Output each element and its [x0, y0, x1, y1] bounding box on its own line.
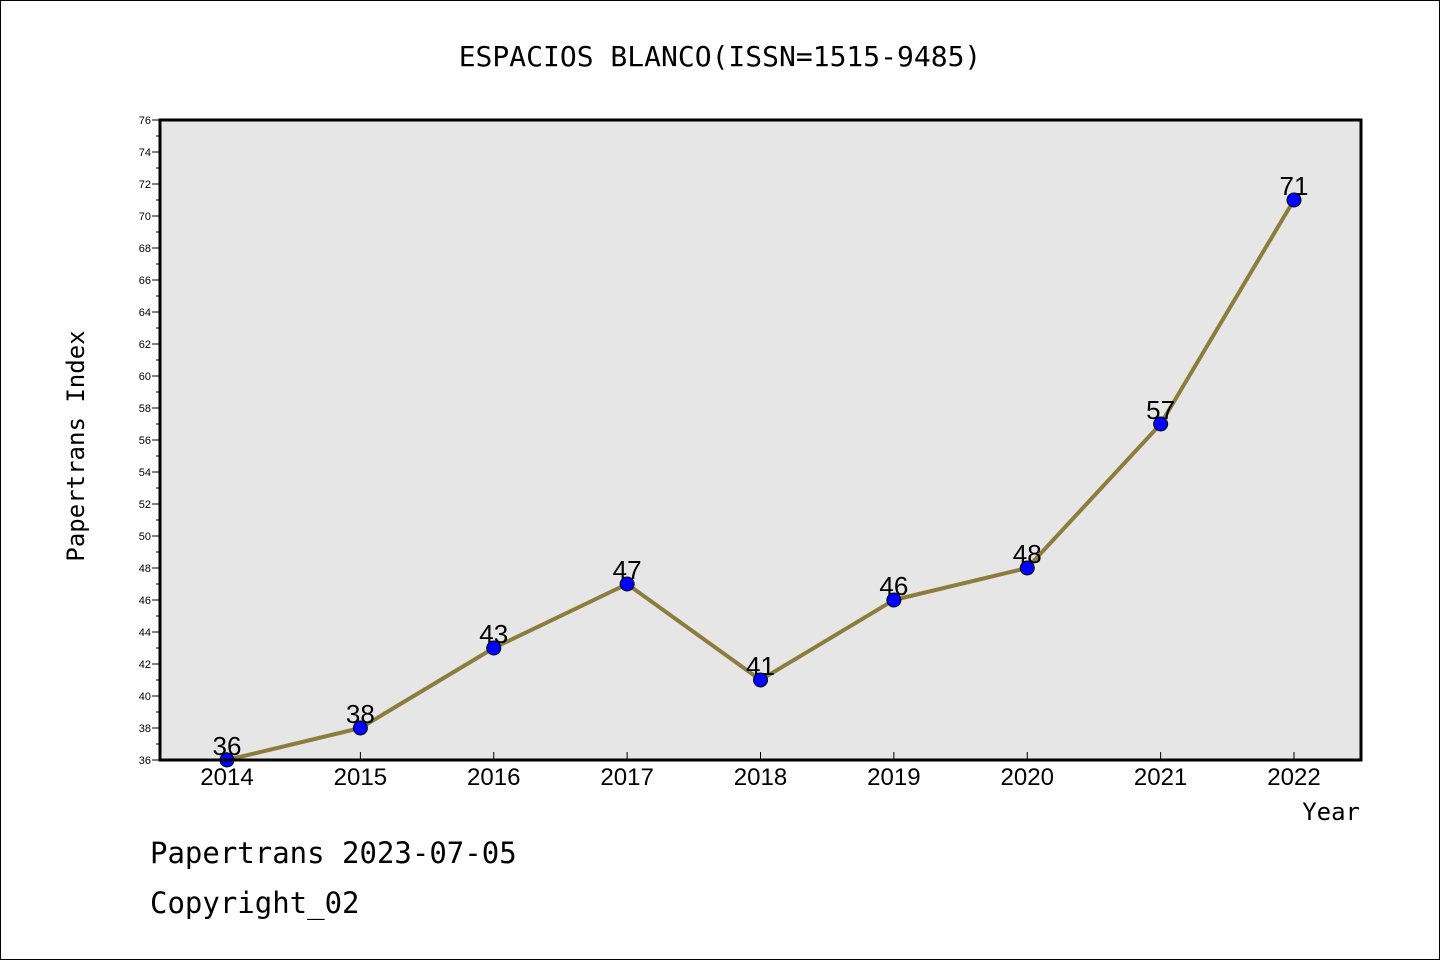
y-tick-label: 40: [139, 691, 151, 703]
y-tick-label: 74: [139, 147, 151, 159]
data-label: 47: [613, 555, 642, 585]
data-label: 57: [1146, 395, 1175, 425]
data-label: 36: [213, 731, 242, 761]
data-point: [1019, 560, 1035, 576]
x-tick-label: 2020: [1001, 764, 1054, 791]
y-tick-label: 54: [139, 467, 151, 479]
x-tick-label: 2014: [200, 764, 253, 791]
data-label: 71: [1280, 171, 1309, 201]
data-point: [1286, 192, 1302, 208]
y-tick-label: 50: [139, 531, 151, 543]
y-tick-label: 58: [139, 403, 151, 415]
y-tick-label: 60: [139, 371, 151, 383]
data-label: 46: [879, 571, 908, 601]
y-tick-label: 66: [139, 275, 151, 287]
y-tick-label: 38: [139, 723, 151, 735]
y-tick-label: 42: [139, 659, 151, 671]
data-point: [753, 672, 768, 688]
y-tick-label: 64: [139, 307, 151, 319]
x-tick-label: 2022: [1267, 764, 1320, 791]
data-label: 48: [1013, 539, 1042, 569]
data-point: [486, 640, 502, 656]
footer-copyright: Copyright_02: [150, 886, 360, 920]
chart-title: ESPACIOS BLANCO(ISSN=1515-9485): [459, 40, 982, 73]
x-tick-label: 2019: [867, 764, 920, 791]
y-tick-label: 62: [139, 339, 151, 351]
data-label: 38: [346, 699, 375, 729]
x-tick-label: 2018: [734, 764, 787, 791]
y-tick-label: 52: [139, 499, 151, 511]
data-label: 43: [479, 619, 508, 649]
x-tick-label: 2017: [600, 764, 653, 791]
footer-date: Papertrans 2023-07-05: [150, 836, 517, 870]
x-tick-label: 2015: [334, 764, 387, 791]
y-tick-label: 72: [139, 179, 151, 191]
y-tick-label: 44: [139, 627, 151, 639]
y-tick-label: 36: [139, 755, 151, 767]
data-label: 41: [746, 651, 775, 681]
y-tick-label: 70: [139, 211, 151, 223]
plot-area: [160, 120, 1361, 760]
x-axis-label: Year: [1302, 798, 1360, 826]
x-tick-label: 2016: [467, 764, 520, 791]
data-point: [352, 720, 368, 736]
x-axis: 2014 2015 2016 2017 2018 2019 2020 2021 2022: [200, 752, 1321, 791]
y-tick-label: 76: [139, 115, 151, 127]
plot-border: [158, 118, 1363, 762]
data-point: [886, 592, 902, 608]
data-point: [1153, 416, 1169, 432]
x-tick-label: 2021: [1134, 764, 1187, 791]
series-layer: 36 38 43 47 41 46 48 57 71: [213, 171, 1309, 768]
y-axis: 36 38 40 42 44 46 48 50 52 54 56 58 60 62 64 66 68 70 72 74…: [139, 115, 160, 767]
y-tick-label: 68: [139, 243, 151, 255]
y-tick-label: 46: [139, 595, 151, 607]
y-tick-label: 48: [139, 563, 151, 575]
y-tick-label: 56: [139, 435, 151, 447]
data-point: [619, 576, 635, 592]
y-axis-label: Papertrans Index: [62, 330, 90, 561]
